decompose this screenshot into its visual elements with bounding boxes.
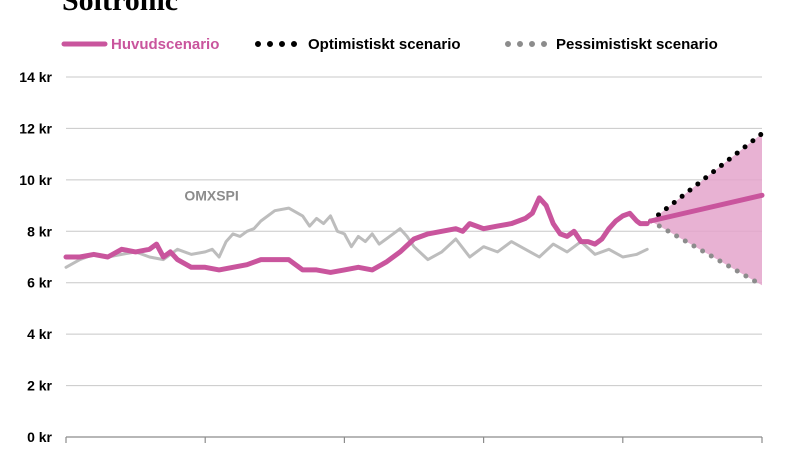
- y-tick-label: 8 kr: [27, 223, 52, 239]
- y-tick-label: 4 kr: [27, 326, 52, 342]
- y-tick-label: 10 kr: [19, 172, 52, 188]
- chart-title: Soltronic: [62, 0, 179, 17]
- pessimistic-scenario-line: [648, 218, 765, 288]
- omxspi-label: OMXSPI: [184, 187, 238, 203]
- y-tick-label: 14 kr: [19, 69, 52, 85]
- main-scenario-line: [648, 192, 765, 224]
- y-tick-label: 12 kr: [19, 120, 52, 136]
- gridlines: [66, 76, 762, 387]
- axes: [65, 436, 763, 443]
- optimistic-scenario-line: [648, 131, 765, 224]
- y-tick-label: 2 kr: [27, 378, 52, 394]
- series-layer: [63, 131, 765, 288]
- annotations: OMXSPI: [184, 187, 238, 203]
- legend-label-optimistic: Optimistiskt scenario: [308, 36, 461, 53]
- omxspi-line: [64, 206, 649, 269]
- y-tick-label: 6 kr: [27, 275, 52, 291]
- y-tick-label: 0 kr: [27, 429, 52, 445]
- y-tick-labels: 0 kr 2 kr 4 kr 6 kr 8 kr 10 kr 12 kr 14 kr: [19, 69, 52, 445]
- legend-label-pessimistic: Pessimistiskt scenario: [556, 36, 718, 53]
- legend: Huvudscenario Optimistiskt scenario Pessim…: [61, 36, 718, 53]
- history-line: [63, 195, 650, 275]
- legend-label-main: Huvudscenario: [111, 36, 219, 53]
